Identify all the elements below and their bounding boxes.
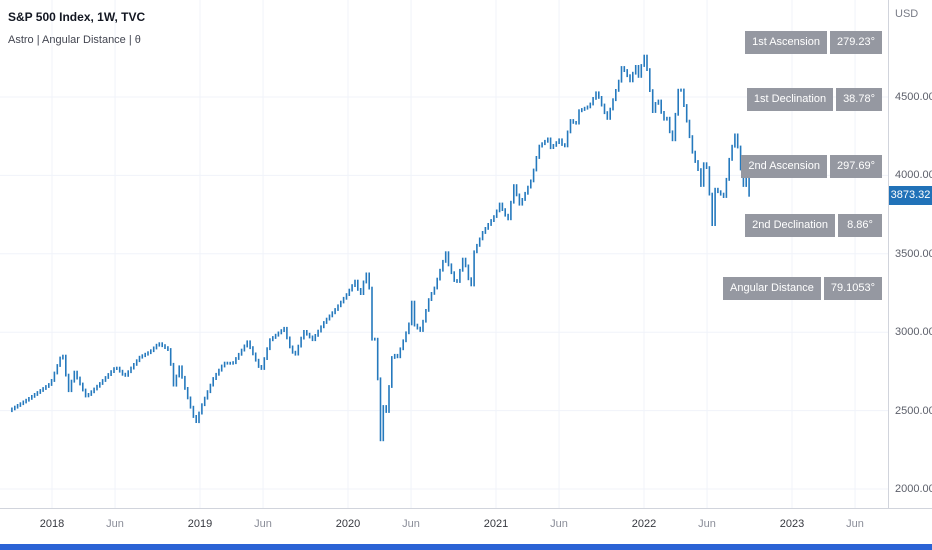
time-label-month: Jun (254, 518, 272, 530)
price-tick-label: 4500.00 (895, 91, 932, 103)
astro-label-row: 1st Declination 38.78° (746, 88, 882, 111)
astro-label-row: 1st Ascension 279.23° (745, 31, 882, 54)
bottom-accent-bar (0, 544, 932, 550)
astro-label-value: 279.23° (829, 31, 882, 54)
axis-corner (888, 508, 932, 545)
astro-label-value: 297.69° (829, 155, 882, 178)
current-price-value: 3873.32 (890, 189, 931, 202)
astro-label-name: 2nd Ascension (741, 155, 827, 178)
price-tick-label: 2000.00 (895, 483, 932, 495)
astro-label-row: Angular Distance 79.1053° (723, 277, 882, 300)
currency-label: USD (895, 8, 919, 20)
price-bars (11, 54, 750, 442)
symbol-title[interactable]: S&P 500 Index, 1W, TVC (8, 10, 146, 24)
time-label-year: 2020 (335, 518, 361, 530)
time-label-month: Jun (698, 518, 716, 530)
time-label-month: Jun (106, 518, 124, 530)
time-label-year: 2023 (779, 518, 805, 530)
grid-lines (0, 0, 888, 508)
price-tick-label: 3500.00 (895, 247, 932, 260)
time-label-year: 2018 (39, 518, 65, 530)
chart-plot-area[interactable]: S&P 500 Index, 1W, TVC Astro | Angular D… (0, 0, 888, 508)
astro-label-name: 2nd Declination (745, 214, 835, 237)
price-tick-label: 2500.00 (895, 404, 932, 417)
astro-label-row: 2nd Declination 8.86° (745, 214, 882, 237)
astro-label-name: Angular Distance (723, 277, 821, 300)
time-label-month: Jun (846, 518, 864, 530)
astro-label-row: 2nd Ascension 297.69° (741, 155, 882, 178)
time-label-month: Jun (550, 518, 568, 530)
astro-label-name: 1st Declination (746, 88, 834, 111)
indicator-title[interactable]: Astro | Angular Distance | θ (8, 34, 141, 46)
price-tick-label: 3000.00 (895, 326, 932, 339)
chart-legend: S&P 500 Index, 1W, TVC Astro | Angular D… (8, 10, 145, 46)
time-label-year: 2019 (187, 518, 213, 530)
astro-label-value: 38.78° (836, 88, 882, 111)
time-scale[interactable]: 2018 Jun 2019 Jun 2020 Jun 2021 Jun 2022 Jun 2023 J… (0, 508, 888, 545)
astro-label-name: 1st Ascension (745, 31, 827, 54)
astro-label-value: 8.86° (838, 214, 882, 237)
time-label-year: 2021 (483, 518, 509, 530)
time-label-year: 2022 (631, 518, 657, 530)
price-chart-svg (0, 0, 888, 508)
current-price-badge: 3873.32 (889, 185, 932, 205)
astro-label-value: 79.1053° (823, 277, 882, 300)
price-tick-label: 4000.00 (895, 169, 932, 182)
price-scale[interactable]: USD 4500.00 4000.00 3500.00 3000.00 2500.00 2… (888, 0, 932, 544)
time-label-month: Jun (402, 518, 420, 530)
